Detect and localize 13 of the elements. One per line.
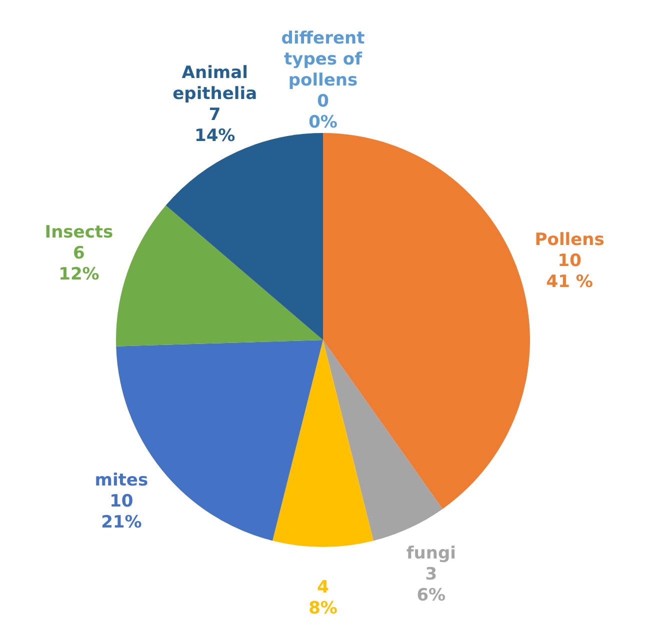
- data-label: 4 8%: [308, 578, 338, 619]
- slice-label: fungi: [406, 543, 456, 564]
- data-label: 6 12%: [58, 243, 100, 284]
- slice-label: mites: [94, 470, 148, 491]
- data-label: 10 21%: [101, 492, 142, 533]
- text: 0 0%: [308, 92, 338, 133]
- data-label: 3 6%: [416, 564, 446, 606]
- data-label: 7 14%: [194, 104, 236, 146]
- data-label: 10 41 %: [546, 250, 593, 292]
- category-label: different types of pollens: [281, 28, 365, 91]
- slice-label: Animal epithelia: [172, 62, 258, 104]
- slice-label: Pollens: [534, 230, 604, 250]
- slice-label: Insects: [44, 222, 114, 242]
